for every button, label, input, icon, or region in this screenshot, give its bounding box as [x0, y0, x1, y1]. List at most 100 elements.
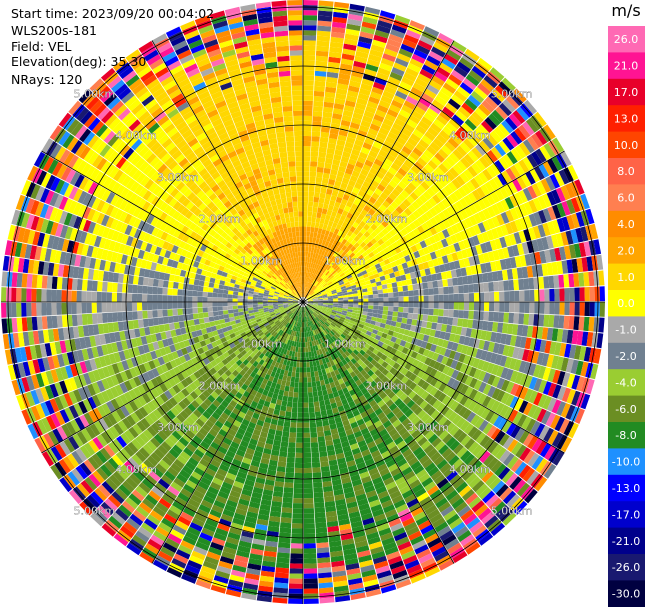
velocity-gate: [246, 355, 253, 362]
velocity-gate: [260, 314, 266, 319]
velocity-gate: [347, 13, 363, 22]
velocity-gate: [442, 82, 457, 94]
velocity-gate: [58, 394, 69, 409]
velocity-gate: [330, 322, 336, 328]
velocity-gate: [315, 517, 327, 524]
velocity-gate: [565, 358, 574, 373]
velocity-gate: [347, 18, 362, 27]
velocity-gate: [252, 486, 264, 494]
velocity-gate: [311, 381, 317, 388]
velocity-gate: [489, 352, 498, 364]
velocity-gate: [475, 329, 482, 340]
velocity-gate: [382, 288, 389, 294]
velocity-gate: [209, 367, 217, 375]
velocity-gate: [207, 445, 218, 455]
velocity-gate: [303, 372, 307, 378]
velocity-gate: [186, 443, 197, 453]
velocity-gate: [482, 252, 490, 263]
velocity-gate: [187, 526, 201, 537]
velocity-gate: [311, 447, 319, 453]
velocity-gate: [324, 322, 330, 327]
velocity-gate: [307, 326, 310, 332]
velocity-gate: [246, 332, 253, 338]
velocity-gate: [239, 340, 246, 347]
velocity-gate: [132, 534, 147, 547]
velocity-gate: [381, 332, 388, 339]
velocity-gate: [314, 317, 319, 323]
velocity-gate: [344, 391, 351, 399]
velocity-gate: [330, 287, 336, 292]
velocity-gate: [171, 351, 179, 360]
velocity-gate: [291, 412, 298, 418]
velocity-gate: [244, 452, 254, 460]
velocity-gate: [457, 276, 464, 286]
velocity-gate: [252, 385, 260, 392]
velocity-gate: [541, 263, 549, 276]
velocity-gate: [315, 55, 328, 62]
velocity-gate: [197, 335, 205, 342]
velocity-gate: [455, 110, 468, 122]
velocity-gate: [336, 88, 348, 96]
velocity-gate: [379, 579, 395, 589]
velocity-gate: [385, 481, 397, 491]
velocity-gate: [512, 110, 526, 124]
velocity-gate: [126, 542, 142, 556]
velocity-gate: [330, 276, 336, 282]
velocity-gate: [345, 428, 354, 436]
velocity-gate: [299, 306, 302, 312]
velocity-gate: [303, 231, 307, 237]
velocity-gate: [463, 138, 475, 150]
velocity-gate: [460, 157, 471, 169]
velocity-gate: [373, 305, 379, 310]
velocity-gate: [303, 588, 319, 594]
velocity-gate: [378, 428, 388, 437]
velocity-gate: [312, 206, 318, 213]
velocity-gate: [312, 305, 318, 309]
velocity-gate: [352, 248, 359, 255]
velocity-gate: [264, 313, 271, 317]
velocity-gate: [423, 308, 429, 315]
velocity-gate: [278, 316, 284, 321]
velocity-gate: [303, 135, 312, 142]
velocity-gate: [280, 342, 285, 348]
velocity-gate: [419, 327, 427, 335]
velocity-gate: [157, 340, 165, 349]
velocity-gate: [177, 516, 191, 527]
velocity-gate: [421, 213, 430, 223]
velocity-gate: [333, 303, 339, 306]
velocity-gate: [143, 459, 155, 471]
velocity-gate: [410, 460, 422, 471]
velocity-gate: [554, 302, 560, 315]
velocity-gate: [313, 312, 318, 317]
velocity-gate: [452, 414, 462, 426]
velocity-gate: [280, 311, 286, 315]
velocity-gate: [164, 437, 175, 448]
velocity-gate: [304, 276, 306, 282]
velocity-gate: [539, 145, 551, 161]
velocity-gate: [435, 497, 448, 509]
velocity-gate: [187, 498, 201, 509]
velocity-gate: [364, 343, 371, 350]
velocity-gate: [448, 74, 463, 86]
velocity-gate: [328, 231, 334, 238]
velocity-gate: [325, 340, 331, 346]
velocity-gate: [85, 426, 97, 440]
velocity-gate: [367, 271, 374, 277]
velocity-gate: [307, 267, 311, 273]
velocity-gate: [178, 437, 189, 447]
velocity-gate: [381, 472, 393, 482]
velocity-gate: [460, 509, 474, 522]
velocity-gate: [308, 186, 315, 192]
velocity-gate: [395, 321, 402, 328]
velocity-gate: [167, 337, 174, 346]
velocity-gate: [345, 562, 360, 571]
velocity-gate: [282, 326, 287, 332]
velocity-gate: [322, 305, 328, 308]
velocity-gate: [505, 116, 518, 131]
velocity-gate: [461, 102, 475, 115]
velocity-gate: [347, 360, 354, 367]
velocity-gate: [308, 201, 314, 207]
velocity-gate: [303, 166, 310, 172]
velocity-gate: [264, 545, 278, 553]
velocity-gate: [463, 513, 478, 526]
